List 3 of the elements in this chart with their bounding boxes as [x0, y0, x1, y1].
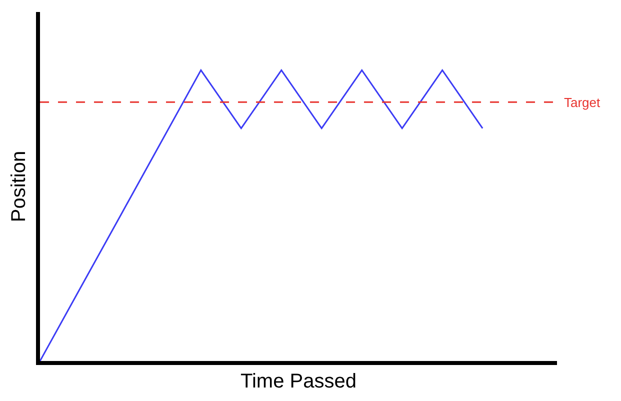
- ref-line-label: Target: [564, 95, 601, 110]
- x-axis-title: Time Passed: [240, 370, 356, 392]
- y-axis-title: Position: [8, 150, 30, 222]
